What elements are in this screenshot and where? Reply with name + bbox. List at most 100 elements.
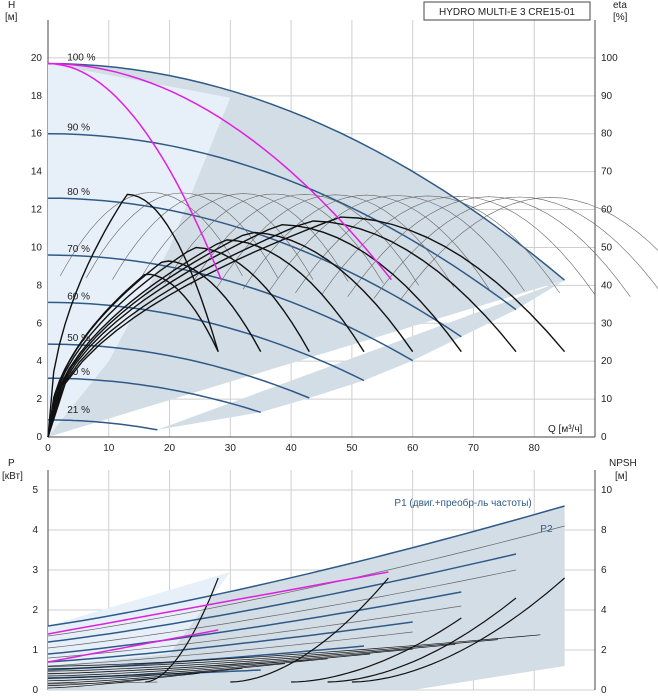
p2-curve xyxy=(47,668,243,684)
speed-curve xyxy=(47,62,566,281)
y-tick-label: 2 xyxy=(36,394,42,405)
y-tick-label: 4 xyxy=(32,525,38,536)
power-curve xyxy=(47,605,462,659)
speed-curve xyxy=(47,419,158,431)
efficiency-thin-curve xyxy=(190,194,419,286)
duty-curve xyxy=(47,62,392,281)
p2-curve xyxy=(47,644,456,672)
power-curves xyxy=(47,505,565,689)
npsh-curve xyxy=(351,577,565,683)
y-tick-label: 5 xyxy=(32,485,38,496)
speed-label: 40 % xyxy=(67,367,90,378)
power-curve xyxy=(47,631,413,667)
x-tick-label: 40 xyxy=(286,443,298,454)
power-curve xyxy=(48,681,158,685)
region-fill xyxy=(48,506,565,690)
y2-tick-label: 10 xyxy=(601,394,613,405)
title-box xyxy=(423,1,591,21)
efficiency-thin-curve xyxy=(242,194,490,290)
x-tick-label: 30 xyxy=(225,443,237,454)
speed-label: 50 % xyxy=(67,333,90,344)
efficiency-curve xyxy=(47,273,219,438)
y2-tick-label: 4 xyxy=(601,605,607,616)
power-curve xyxy=(47,505,565,627)
x-axis-title: Q [м³/ч] xyxy=(548,424,583,435)
y2-tick-label: 100 xyxy=(601,53,618,64)
y-tick-label: 18 xyxy=(31,91,43,102)
y2-tick-label: 2 xyxy=(601,645,607,656)
power-labels: P1 (двиг.+преобр-ль частоты) P2 xyxy=(394,497,553,535)
duty-power-curve xyxy=(47,571,389,635)
p2-curve xyxy=(47,653,371,677)
speed-label: 70 % xyxy=(67,244,90,255)
y-tick-label: 3 xyxy=(32,565,38,576)
speed-label: 80 % xyxy=(67,187,90,198)
y2-tick-label: 70 xyxy=(601,167,613,178)
y2-tick-label: 6 xyxy=(601,565,607,576)
efficiency-thin-curve xyxy=(112,192,314,280)
power-curve xyxy=(47,591,462,655)
npsh-curve xyxy=(291,617,462,683)
x-tick-label: 60 xyxy=(407,443,419,454)
y-tick-label: 4 xyxy=(36,356,42,367)
p2-curve xyxy=(47,639,498,670)
speed-label: 90 % xyxy=(67,123,90,134)
y2-tick-label: 20 xyxy=(601,356,613,367)
y-tick-label: 12 xyxy=(31,205,43,216)
p2-curve xyxy=(47,634,541,667)
y-tick-label: 1 xyxy=(32,645,38,656)
y2-tick-label: 0 xyxy=(601,432,607,443)
speed-label: 60 % xyxy=(67,291,90,302)
head-efficiency-panel: 0 10 20 30 40 50 60 70 80 0 2 4 6 8 10 12 14 16 18 20 0 10 20 3… xyxy=(5,0,658,454)
duty-curve xyxy=(47,62,222,280)
power-curve xyxy=(47,621,413,663)
efficiency-curve xyxy=(47,220,517,438)
speed-label: 21 % xyxy=(67,405,90,416)
x-tick-label: 70 xyxy=(468,443,480,454)
npsh-curve xyxy=(145,577,219,683)
y-tick-label: 0 xyxy=(36,432,42,443)
p2-series-label: P2 xyxy=(540,524,553,535)
y2-tick-label: 50 xyxy=(601,242,613,253)
y-tick-label: 8 xyxy=(36,280,42,291)
efficiency-curve xyxy=(47,223,462,438)
power-npsh-panel: 0 1 2 3 4 5 0 2 4 6 8 10 P [кВт] NPSH [м] P1 (двиг.+пре… xyxy=(2,458,637,696)
x-tick-label: 50 xyxy=(346,443,358,454)
p2-curve xyxy=(47,672,200,686)
speed-curve xyxy=(47,132,517,311)
y-tick-label: 20 xyxy=(31,53,43,64)
y2-tick-label: 0 xyxy=(601,685,607,696)
y-tick-label: 0 xyxy=(32,685,38,696)
efficiency-thin-curve xyxy=(321,195,596,295)
power-curve xyxy=(47,553,517,643)
efficiency-curve xyxy=(47,231,414,438)
y-tick-label: 16 xyxy=(31,129,43,140)
y-axis-title: P xyxy=(8,458,15,469)
y-tick-label: 10 xyxy=(31,242,43,253)
x-tick-label: 0 xyxy=(45,443,51,454)
y2-axis-unit: [м] xyxy=(615,471,628,482)
p2-curve xyxy=(47,648,413,674)
y-axis-unit: [м] xyxy=(5,12,18,23)
chart-title: HYDRO MULTI-E 3 CRE15-01 xyxy=(439,7,575,18)
y2-tick-label: 10 xyxy=(601,485,613,496)
y2-tick-label: 40 xyxy=(601,280,613,291)
y2-axis-unit: [%] xyxy=(613,12,628,23)
power-region xyxy=(48,506,565,690)
efficiency-curve xyxy=(47,193,219,438)
efficiency-curve xyxy=(47,216,566,438)
power-curve xyxy=(47,525,565,637)
duty-power-curve xyxy=(47,629,219,663)
y-tick-label: 6 xyxy=(36,318,42,329)
y2-axis-title: NPSH xyxy=(609,458,637,469)
efficiency-thin-curve xyxy=(373,196,658,299)
power-curve xyxy=(47,569,517,649)
speed-label: 100 % xyxy=(67,53,95,64)
head-labels: 100 % 90 % 80 % 70 % 60 % 50 % 40 % 21 % xyxy=(67,53,95,417)
efficiency-curve xyxy=(47,239,365,438)
p2-curve xyxy=(47,663,286,682)
efficiency-thin-curve xyxy=(59,192,243,277)
p2-curve xyxy=(47,677,158,689)
y2-tick-label: 80 xyxy=(601,129,613,140)
